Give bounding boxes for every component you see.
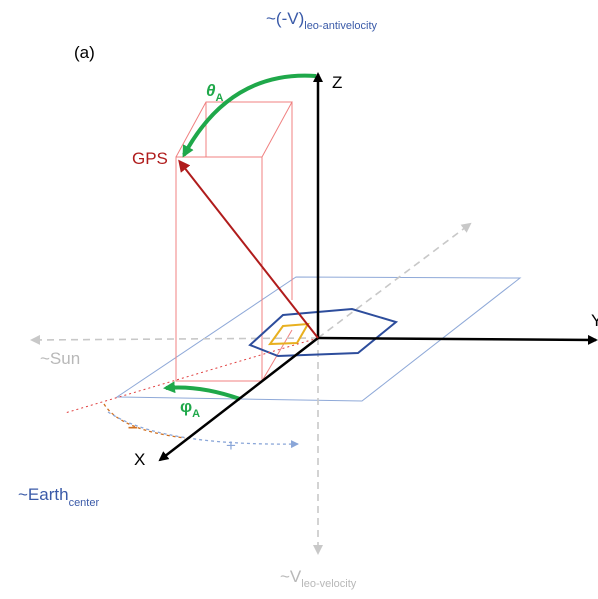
velocity-label: ~Vleo-velocity [280, 567, 357, 590]
y-label: Y [591, 311, 598, 330]
plus-sign: + [226, 436, 236, 455]
footprint [270, 324, 308, 344]
panel-label: (a) [74, 43, 95, 62]
theta-label: θA [206, 81, 223, 104]
phi-label: φA [180, 397, 200, 420]
phi-arc [166, 387, 240, 399]
x-label: X [134, 450, 145, 469]
earth-label: ~Earthcenter [18, 485, 99, 509]
minus-sign: – [128, 417, 137, 436]
sun-label: ~Sun [40, 349, 80, 368]
minus-arc [104, 404, 185, 438]
z-label: Z [332, 73, 342, 92]
gps-vector [180, 162, 318, 338]
theta-arc [184, 76, 316, 155]
diagram: (a) ~(-V)leo-antivelocity Z Y X θA GPS ~… [0, 0, 598, 599]
gps-label: GPS [132, 149, 168, 168]
antivelocity-label: ~(-V)leo-antivelocity [266, 9, 378, 32]
y-axis [318, 338, 596, 340]
hexagon [250, 309, 396, 356]
